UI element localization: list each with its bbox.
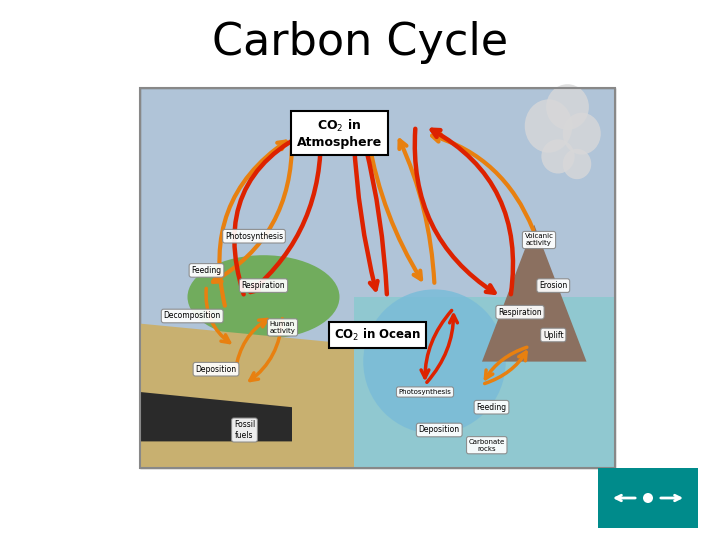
Text: Carbon Cycle: Carbon Cycle bbox=[212, 21, 508, 64]
Ellipse shape bbox=[525, 99, 572, 153]
Text: CO$_2$ in Ocean: CO$_2$ in Ocean bbox=[334, 327, 421, 343]
Text: Decomposition: Decomposition bbox=[163, 312, 221, 321]
Text: Carbonate
rocks: Carbonate rocks bbox=[469, 438, 505, 451]
Text: CO$_2$ in
Atmosphere: CO$_2$ in Atmosphere bbox=[297, 118, 382, 149]
Ellipse shape bbox=[546, 84, 589, 130]
Text: Feeding: Feeding bbox=[192, 266, 222, 275]
FancyArrowPatch shape bbox=[250, 319, 282, 381]
FancyArrowPatch shape bbox=[354, 140, 377, 289]
FancyArrowPatch shape bbox=[234, 129, 313, 294]
Bar bbox=[140, 88, 615, 362]
FancyArrowPatch shape bbox=[432, 134, 534, 230]
FancyArrowPatch shape bbox=[421, 310, 451, 378]
FancyArrowPatch shape bbox=[415, 129, 495, 293]
Ellipse shape bbox=[541, 139, 575, 173]
Text: Photosynthesis: Photosynthesis bbox=[399, 389, 451, 395]
Text: Deposition: Deposition bbox=[195, 364, 237, 374]
Polygon shape bbox=[354, 297, 615, 468]
FancyArrowPatch shape bbox=[213, 140, 292, 282]
Text: Volcanic
activity: Volcanic activity bbox=[524, 233, 554, 246]
Bar bbox=[140, 88, 615, 468]
Circle shape bbox=[643, 493, 653, 503]
Text: Respiration: Respiration bbox=[242, 281, 285, 290]
Text: Photosynthesis: Photosynthesis bbox=[225, 232, 283, 241]
Polygon shape bbox=[140, 323, 377, 468]
FancyArrowPatch shape bbox=[485, 347, 527, 379]
FancyArrowPatch shape bbox=[616, 495, 635, 501]
Text: Feeding: Feeding bbox=[477, 403, 507, 411]
FancyArrowPatch shape bbox=[485, 352, 526, 383]
FancyArrowPatch shape bbox=[432, 130, 513, 294]
Polygon shape bbox=[482, 225, 587, 362]
Text: Human
activity: Human activity bbox=[269, 321, 295, 334]
FancyArrowPatch shape bbox=[369, 140, 421, 279]
Ellipse shape bbox=[563, 113, 600, 154]
FancyArrowPatch shape bbox=[251, 129, 321, 292]
Ellipse shape bbox=[187, 255, 340, 339]
FancyArrowPatch shape bbox=[206, 288, 230, 342]
Ellipse shape bbox=[364, 289, 505, 434]
Text: Respiration: Respiration bbox=[498, 308, 542, 316]
Polygon shape bbox=[140, 392, 292, 441]
Ellipse shape bbox=[563, 149, 591, 179]
FancyArrowPatch shape bbox=[220, 141, 286, 306]
Bar bbox=[140, 362, 615, 468]
Text: Deposition: Deposition bbox=[419, 426, 460, 435]
FancyArrowPatch shape bbox=[427, 315, 457, 382]
FancyArrowPatch shape bbox=[235, 320, 267, 370]
FancyArrowPatch shape bbox=[363, 145, 387, 294]
Bar bbox=[598, 468, 698, 528]
Text: Fossil
fuels: Fossil fuels bbox=[234, 420, 255, 440]
FancyArrowPatch shape bbox=[661, 495, 680, 501]
FancyArrowPatch shape bbox=[400, 140, 434, 283]
Text: Uplift: Uplift bbox=[543, 330, 564, 340]
Text: Erosion: Erosion bbox=[539, 281, 567, 290]
